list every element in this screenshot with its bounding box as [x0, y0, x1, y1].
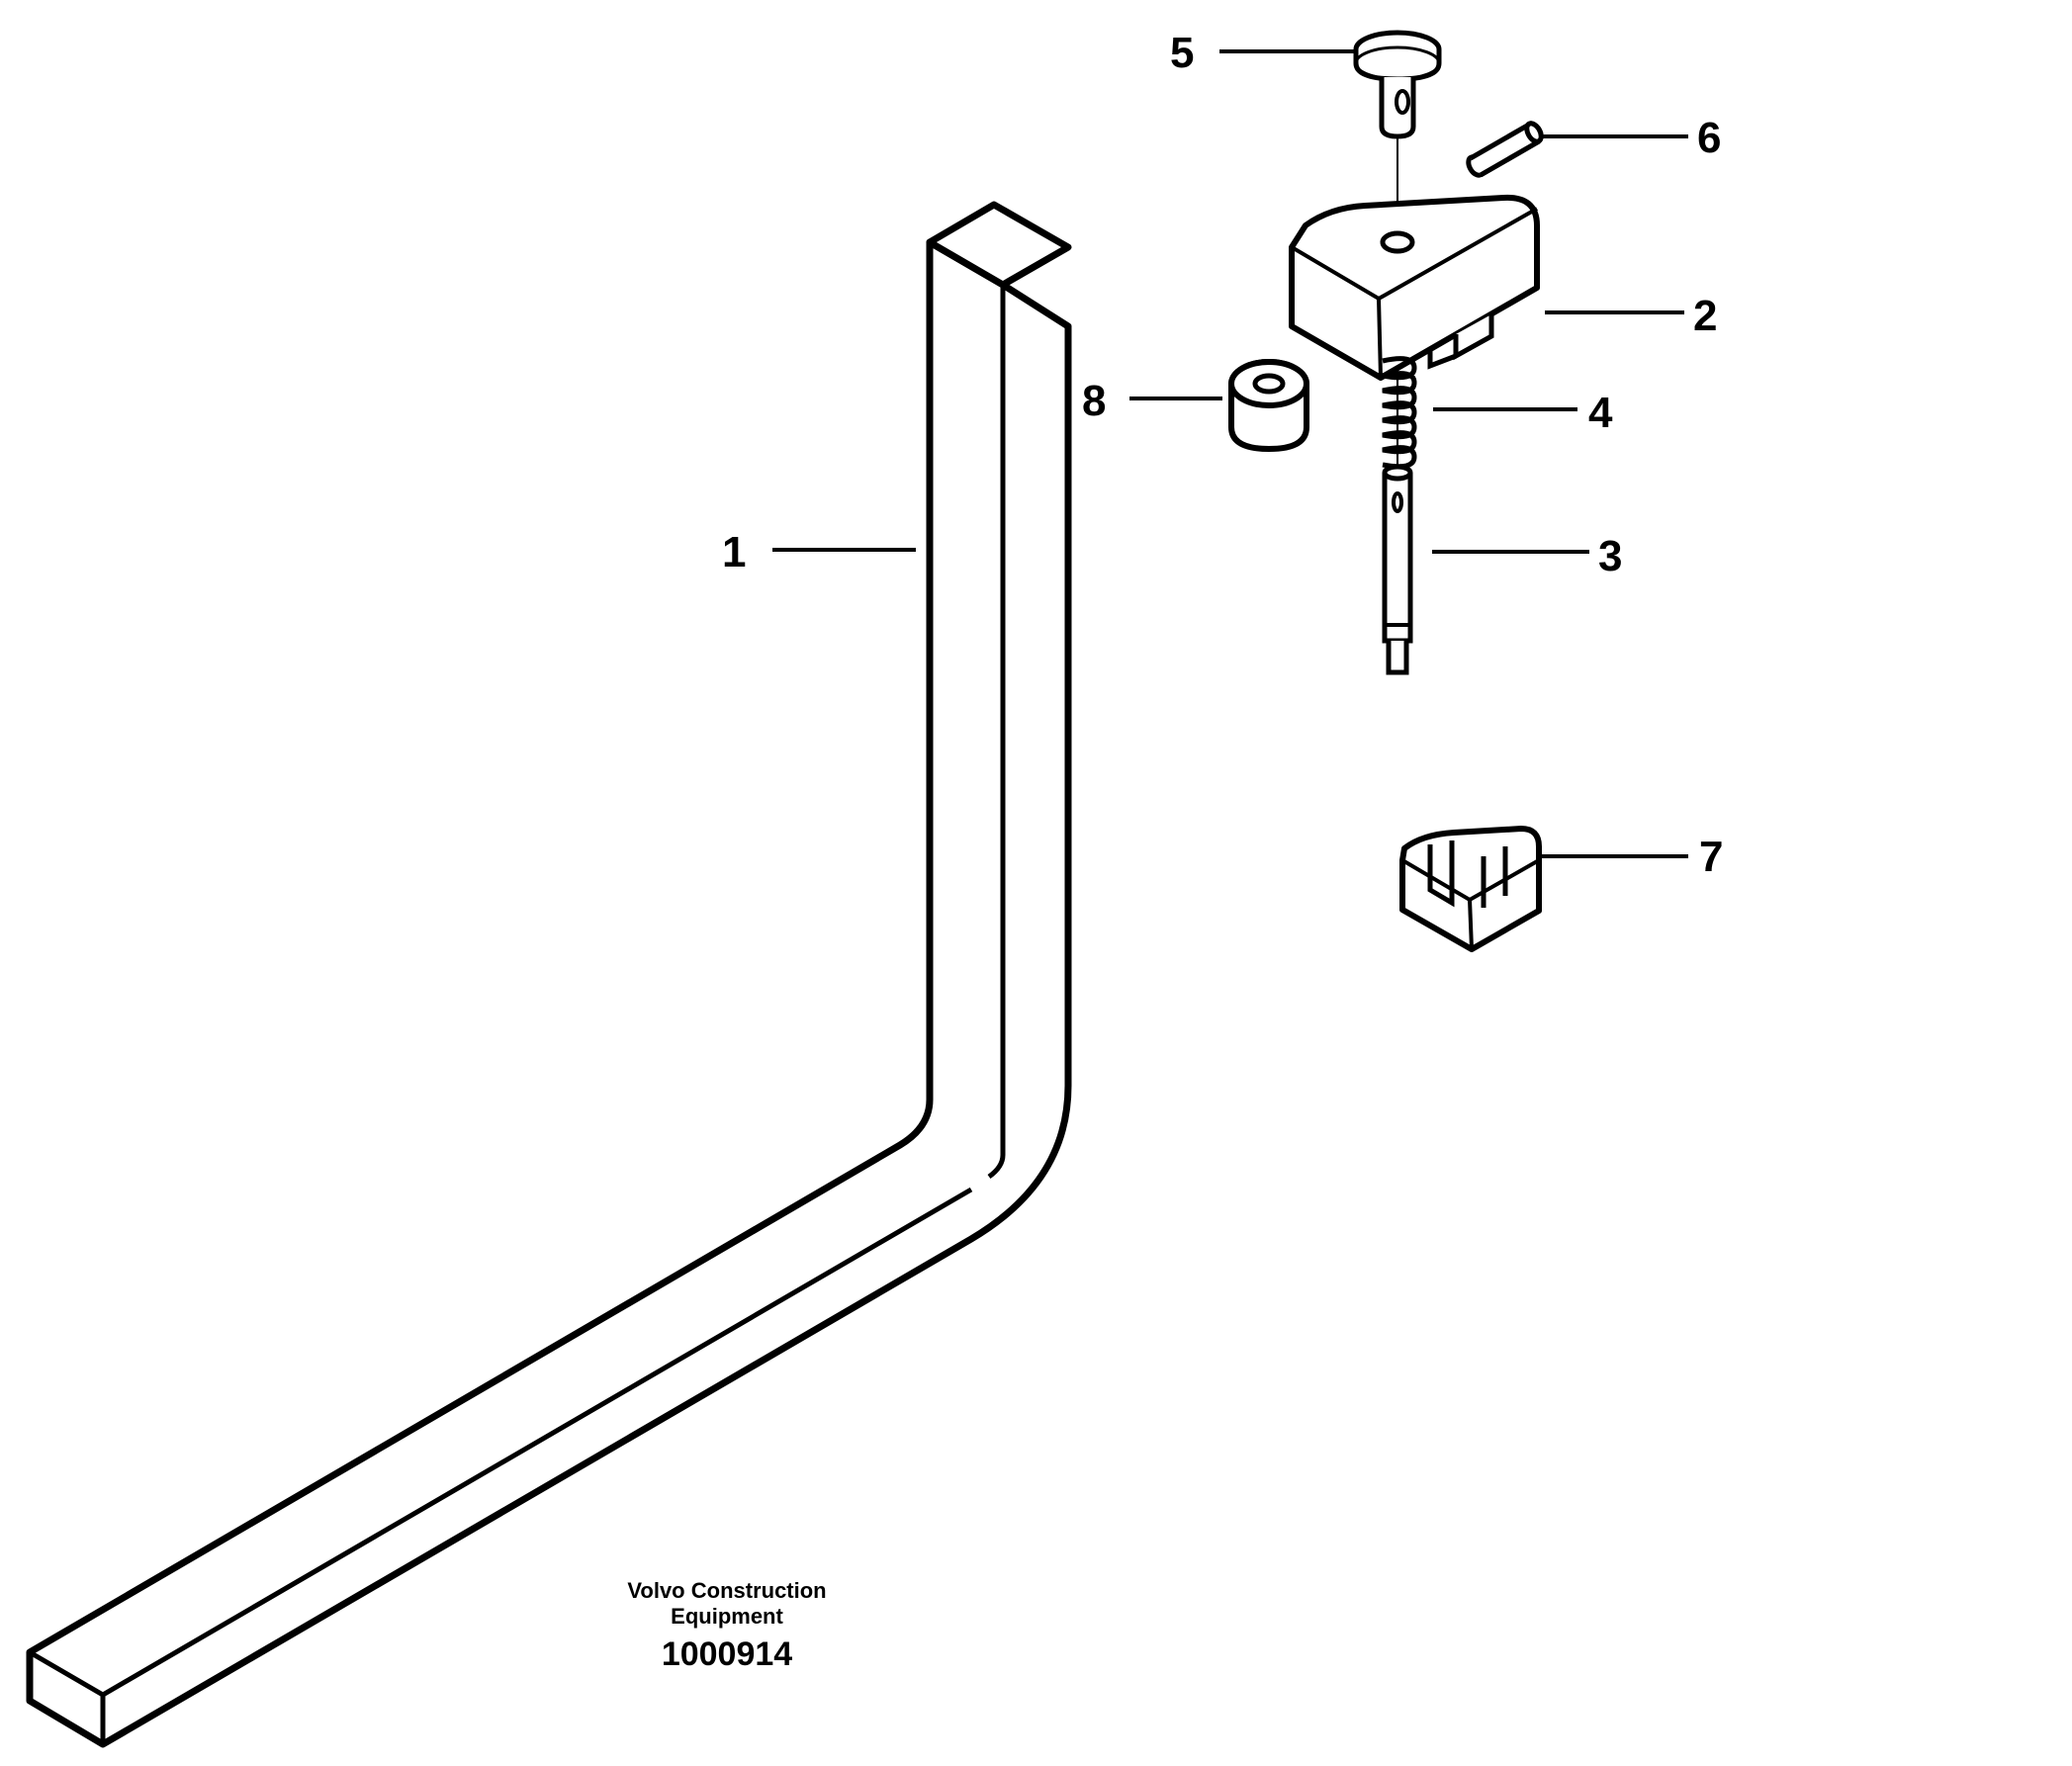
diagram-container: 1 2 3 4 5 6 7 8 Volvo Construction Equip…	[0, 0, 2072, 1766]
footer-caption-line1: Volvo Construction	[598, 1578, 856, 1604]
callout-1: 1	[722, 528, 746, 577]
callout-lines	[772, 51, 1688, 856]
callout-6: 6	[1697, 114, 1721, 163]
callout-7: 7	[1699, 833, 1723, 882]
part-5-knob	[1356, 33, 1439, 136]
callout-8: 8	[1082, 377, 1106, 426]
part-2-upper-block	[1292, 198, 1537, 378]
diagram-svg	[0, 0, 2072, 1766]
callout-2: 2	[1693, 292, 1717, 341]
callout-4: 4	[1588, 389, 1612, 438]
part-8-bushing	[1231, 362, 1306, 449]
footer-block: Volvo Construction Equipment 1000914	[598, 1578, 856, 1674]
part-6-pin	[1466, 121, 1544, 177]
part-3-shaft	[1385, 467, 1410, 672]
part-fork	[30, 205, 1068, 1744]
callout-5: 5	[1170, 29, 1194, 78]
footer-caption-line2: Equipment	[598, 1604, 856, 1630]
part-7-lower-hook	[1402, 829, 1539, 949]
footer-number: 1000914	[598, 1635, 856, 1674]
callout-3: 3	[1598, 532, 1622, 581]
